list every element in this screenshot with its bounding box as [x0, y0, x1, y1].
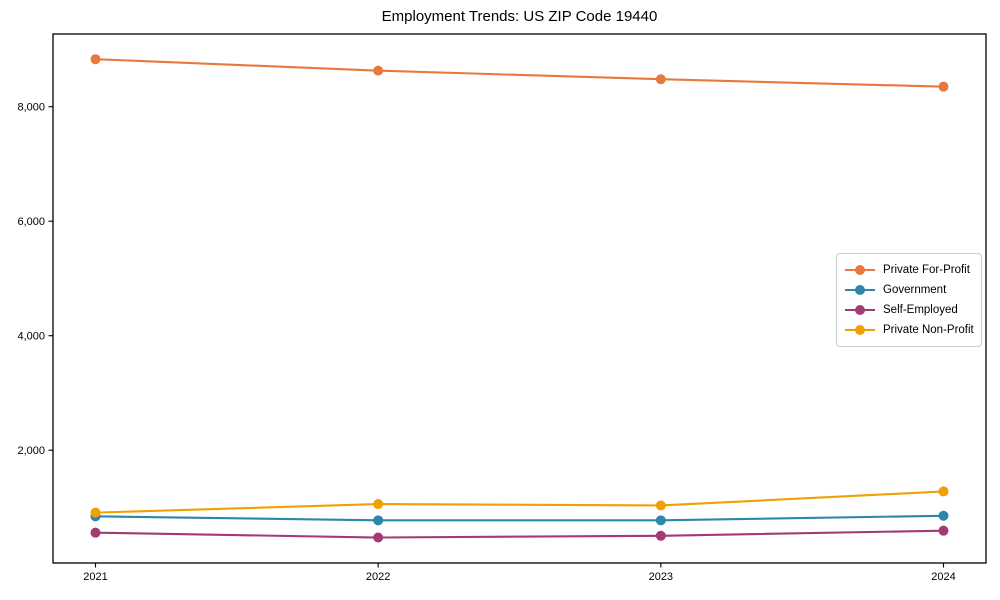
- marker-government-2023: [655, 515, 666, 526]
- x-tick-label: 2022: [366, 571, 390, 583]
- marker-private-non-profit-2023: [655, 500, 666, 511]
- plot-border: [52, 33, 987, 564]
- x-tick-label: 2024: [931, 571, 955, 583]
- legend-line-marker-icon: [845, 264, 875, 276]
- marker-self-employed-2024: [938, 525, 949, 536]
- x-tick-label: 2021: [83, 571, 107, 583]
- y-tick-label: 6,000: [17, 216, 45, 228]
- chart-title: Employment Trends: US ZIP Code 19440: [381, 8, 658, 25]
- legend-label: Private For-Profit: [883, 264, 970, 276]
- marker-private-non-profit-2021: [90, 507, 101, 518]
- legend-item-private-for-profit: Private For-Profit: [845, 260, 973, 280]
- marker-private-for-profit-2022: [373, 65, 384, 76]
- y-tick-label: 2,000: [17, 445, 45, 457]
- y-tick-label: 8,000: [17, 102, 45, 114]
- legend-item-government: Government: [845, 280, 973, 300]
- legend-line-marker-icon: [845, 284, 875, 296]
- legend-label: Private Non-Profit: [883, 324, 974, 336]
- line-private-for-profit: [95, 58, 944, 88]
- line-government: [95, 514, 944, 522]
- marker-private-for-profit-2021: [90, 54, 101, 65]
- marker-self-employed-2021: [90, 527, 101, 538]
- marker-private-non-profit-2022: [373, 499, 384, 510]
- x-tick-label: 2023: [649, 571, 673, 583]
- legend: Private For-Profit Government Self-Emplo…: [836, 253, 982, 347]
- legend-line-marker-icon: [845, 324, 875, 336]
- legend-item-self-employed: Self-Employed: [845, 300, 973, 320]
- legend-line-marker-icon: [845, 304, 875, 316]
- legend-item-private-non-profit: Private Non-Profit: [845, 320, 974, 340]
- legend-label: Government: [883, 284, 947, 296]
- marker-self-employed-2022: [373, 532, 384, 543]
- legend-label: Self-Employed: [883, 304, 958, 316]
- marker-government-2024: [938, 510, 949, 521]
- y-tick-label: 4,000: [17, 331, 45, 343]
- marker-private-non-profit-2024: [938, 486, 949, 497]
- marker-private-for-profit-2024: [938, 81, 949, 92]
- line-self-employed: [95, 529, 944, 539]
- marker-self-employed-2023: [655, 530, 666, 541]
- marker-private-for-profit-2023: [655, 74, 666, 85]
- line-private-non-profit: [95, 490, 944, 514]
- marker-government-2022: [373, 515, 384, 526]
